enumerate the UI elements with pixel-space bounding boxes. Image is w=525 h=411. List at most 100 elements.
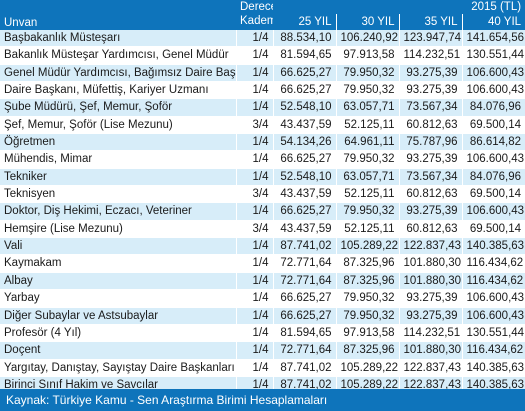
cell-derece-kademe: 1/4 [236, 237, 274, 256]
cell-salary: 66.625,27 [273, 202, 337, 221]
cell-derece-kademe: 1/4 [236, 202, 274, 221]
cell-salary: 106.600,43 [462, 289, 525, 308]
cell-salary: 81.594,65 [273, 324, 337, 343]
table-row: Yarbay 1/4 66.625,27 79.950,32 93.275,39 106.… [0, 289, 525, 308]
cell-unvan: Kaymakam [0, 254, 237, 273]
table-row: Genel Müdür Yardımcısı, Bağımsız Daire B… [0, 64, 525, 83]
cell-derece-kademe: 1/4 [236, 254, 274, 273]
cell-salary: 66.625,27 [273, 150, 337, 169]
cell-salary: 69.500,14 [462, 116, 525, 135]
cell-unvan: Şef, Memur, Şoför (Lise Mezunu) [0, 116, 237, 135]
cell-salary: 43.437,59 [273, 220, 337, 239]
cell-unvan: Öğretmen [0, 133, 237, 152]
table-body: Başbakanlık Müsteşarı 1/4 88.534,10 106.240… [0, 30, 525, 395]
cell-salary: 79.950,32 [336, 307, 400, 325]
cell-salary: 101.880,30 [399, 272, 463, 291]
cell-salary: 87.741,02 [273, 359, 337, 377]
table-row: Şef, Memur, Şoför (Lise Mezunu) 3/4 43.437… [0, 116, 525, 135]
table-row: Mühendis, Mimar 1/4 66.625,27 79.950,32 93.2… [0, 150, 525, 169]
column-header-year: 40 YIL [462, 14, 525, 30]
cell-salary: 87.325,96 [336, 341, 400, 360]
kademe-label: Kademe [240, 15, 273, 27]
table-row: Doçent 1/4 72.771,64 87.325,96 101.880,30 116… [0, 341, 525, 360]
table-row: Vali 1/4 87.741,02 105.289,22 122.837,43 140.… [0, 237, 525, 256]
cell-salary: 101.880,30 [399, 254, 463, 273]
cell-unvan: Doçent [0, 341, 237, 360]
cell-salary: 64.961,11 [336, 133, 400, 152]
cell-unvan: Teknisyen [0, 185, 237, 204]
table-row: Bakanlık Müsteşar Yardımcısı, Genel Müdü… [0, 46, 525, 65]
cell-derece-kademe: 1/4 [236, 289, 274, 308]
cell-derece-kademe: 3/4 [236, 185, 274, 204]
table-row: Kaymakam 1/4 72.771,64 87.325,96 101.880,30 1… [0, 254, 525, 273]
table-row: Şube Müdürü, Şef, Memur, Şoför 1/4 52.548,… [0, 98, 525, 117]
cell-salary: 87.741,02 [273, 237, 337, 256]
cell-salary: 105.289,22 [336, 359, 400, 377]
cell-salary: 101.880,30 [399, 341, 463, 360]
column-header-derece-kademe: Derece/ Kademe [236, 0, 273, 30]
source-note: Kaynak: Türkiye Kamu - Sen Araştırma Bir… [0, 389, 525, 411]
cell-salary: 43.437,59 [273, 185, 337, 204]
cell-salary: 66.625,27 [273, 307, 337, 325]
cell-salary: 93.275,39 [399, 289, 463, 308]
cell-derece-kademe: 1/4 [236, 168, 274, 187]
table-row: Tekniker 1/4 52.548,10 63.057,71 73.567,34 84… [0, 168, 525, 187]
cell-unvan: Şube Müdürü, Şef, Memur, Şoför [0, 98, 237, 117]
cell-salary: 54.134,26 [273, 133, 337, 152]
cell-unvan: Genel Müdür Yardımcısı, Bağımsız Daire B… [0, 64, 237, 83]
table-row: Başbakanlık Müsteşarı 1/4 88.534,10 106.240… [0, 30, 525, 48]
cell-salary: 52.125,11 [336, 220, 400, 239]
cell-salary: 106.600,43 [462, 150, 525, 169]
cell-derece-kademe: 1/4 [236, 64, 274, 83]
header-row-years: 25 YIL 30 YIL 35 YIL 40 YIL [0, 14, 525, 30]
table-row: Diğer Subaylar ve Astsubaylar 1/4 66.625,2… [0, 307, 525, 325]
salary-table: Unvan Derece/ Kademe 2015 (TL) 25 YIL30 … [0, 0, 525, 395]
cell-salary: 79.950,32 [336, 81, 400, 100]
cell-salary: 106.600,43 [462, 81, 525, 100]
cell-salary: 140.385,63 [462, 237, 525, 256]
cell-salary: 75.787,96 [399, 133, 463, 152]
cell-salary: 106.600,43 [462, 202, 525, 221]
table-row: Hemşire (Lise Mezunu) 3/4 43.437,59 52.125,… [0, 220, 525, 239]
cell-derece-kademe: 1/4 [236, 98, 274, 117]
year-header: 2015 (TL) [273, 0, 525, 14]
cell-salary: 87.325,96 [336, 254, 400, 273]
cell-salary: 73.567,34 [399, 98, 463, 117]
cell-unvan: Daire Başkanı, Müfettiş, Kariyer Uzmanı [0, 81, 237, 100]
cell-salary: 43.437,59 [273, 116, 337, 135]
cell-salary: 52.548,10 [273, 98, 337, 117]
table-row: Yargıtay, Danıştay, Sayıştay Daire Başka… [0, 359, 525, 377]
cell-salary: 52.125,11 [336, 185, 400, 204]
cell-unvan: Bakanlık Müsteşar Yardımcısı, Genel Müdü… [0, 46, 237, 65]
table-row: Daire Başkanı, Müfettiş, Kariyer Uzmanı 1… [0, 81, 525, 100]
header-row-top: Unvan Derece/ Kademe 2015 (TL) [0, 0, 525, 30]
cell-salary: 116.434,62 [462, 341, 525, 360]
cell-derece-kademe: 1/4 [236, 46, 274, 65]
cell-salary: 93.275,39 [399, 81, 463, 100]
cell-salary: 88.534,10 [273, 30, 337, 48]
cell-salary: 130.551,44 [462, 324, 525, 343]
cell-salary: 52.548,10 [273, 168, 337, 187]
cell-derece-kademe: 1/4 [236, 30, 274, 48]
cell-unvan: Profesör (4 Yıl) [0, 324, 237, 343]
cell-derece-kademe: 1/4 [236, 359, 274, 377]
cell-derece-kademe: 1/4 [236, 272, 274, 291]
cell-salary: 114.232,51 [399, 46, 463, 65]
cell-salary: 123.947,74 [399, 30, 463, 48]
cell-salary: 106.240,92 [336, 30, 400, 48]
column-header-year: 25 YIL [273, 14, 337, 30]
cell-salary: 66.625,27 [273, 81, 337, 100]
column-header-year: 35 YIL [399, 14, 463, 30]
column-header-unvan: Unvan [0, 0, 236, 30]
cell-derece-kademe: 1/4 [236, 133, 274, 152]
cell-salary: 140.385,63 [462, 359, 525, 377]
table-row: Albay 1/4 72.771,64 87.325,96 101.880,30 116.… [0, 272, 525, 291]
cell-derece-kademe: 1/4 [236, 341, 274, 360]
derece-label: Derece/ [240, 1, 273, 13]
cell-salary: 86.614,82 [462, 133, 525, 152]
table-row: Doktor, Diş Hekimi, Eczacı, Veteriner 1/4… [0, 202, 525, 221]
cell-unvan: Mühendis, Mimar [0, 150, 237, 169]
cell-salary: 79.950,32 [336, 202, 400, 221]
cell-salary: 116.434,62 [462, 272, 525, 291]
